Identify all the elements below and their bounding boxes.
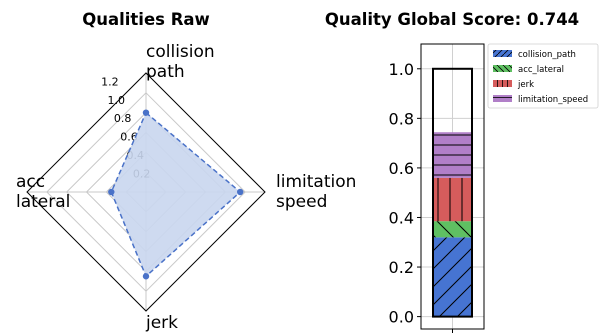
bar-max-outline: [432, 67, 473, 318]
score-bar-chart: Quality Global Score: 0.744 0.0 0.2 0.4 0.6…: [325, 10, 599, 333]
bar-hatch-jerk: [433, 177, 472, 222]
radar-axis-label: jerk: [145, 313, 178, 333]
legend-label-limitation_speed: limitation_speed: [518, 95, 588, 105]
bar-y-tick-label: 1.0: [389, 60, 414, 79]
radar-axis-label: limitation speed: [276, 172, 356, 212]
legend-label-acc_lateral: acc_lateral: [518, 65, 564, 75]
radar-axis-labels: collision path limitation speed jerk acc later…: [16, 42, 356, 333]
score-title: Quality Global Score: 0.744: [325, 10, 579, 29]
bar-hatch-collision_path: [433, 237, 472, 317]
radar-frame: [26, 72, 266, 312]
legend-label-collision_path: collision_path: [518, 50, 576, 60]
bar-outline: [432, 67, 473, 318]
radar-point: [142, 273, 150, 280]
radar-point: [237, 188, 244, 196]
radar-chart: Qualities Raw 0.20.40.60.81.01.2 collisi…: [16, 10, 356, 333]
radar-point: [108, 188, 115, 196]
radar-tick-label: 1.2: [101, 75, 119, 88]
legend-swatch-hatch: [493, 50, 512, 57]
legend-box: [487, 43, 599, 109]
bar-axes-frame: [420, 43, 485, 333]
bar-y-tick-label: 0.6: [389, 159, 414, 178]
legend-swatch-hatch: [493, 80, 512, 87]
radar-axis-label: collision path: [146, 42, 215, 82]
bar-y-tick-label: 0.8: [389, 109, 414, 128]
radar-axis-label: acc lateral: [16, 172, 70, 212]
legend-label-jerk: jerk: [517, 80, 534, 90]
bar-hatch-acc_lateral: [433, 221, 472, 238]
bar-segments: [433, 132, 472, 317]
radar-title: Qualities Raw: [82, 10, 210, 29]
radar-tick-label: 0.8: [114, 112, 132, 125]
bar-hatch-limitation_speed: [433, 132, 472, 178]
legend-swatch-hatch: [493, 95, 512, 102]
bar-y-tick-label: 0.0: [389, 308, 414, 327]
radar-series: [108, 109, 244, 280]
radar-point: [142, 109, 150, 116]
bar-y-tick-label: 0.4: [389, 208, 414, 227]
bar-y-tick-label: 0.2: [389, 258, 414, 277]
legend-swatch-hatch: [493, 65, 512, 72]
radar-outer-frame: [26, 72, 266, 312]
bar-y-ticks: 0.0 0.2 0.4 0.6 0.8 1.0: [389, 60, 421, 327]
radar-tick-label: 1.0: [108, 94, 126, 107]
